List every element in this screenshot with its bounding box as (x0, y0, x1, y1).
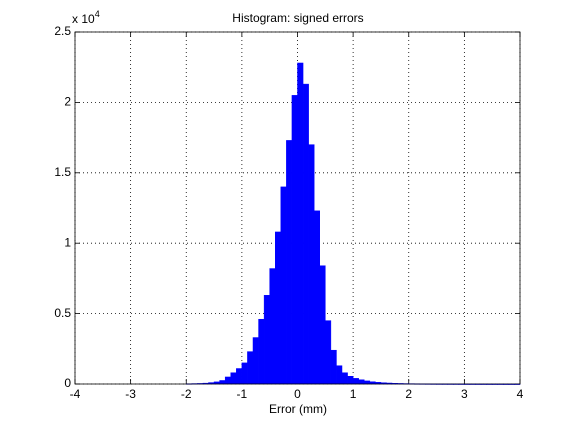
y-tick-label: 0.5 (54, 306, 71, 320)
histogram-bar (341, 372, 348, 385)
y-multiplier: x 104 (72, 9, 100, 26)
y-tick-label: 1 (64, 235, 71, 249)
histogram-bar (347, 376, 354, 385)
histogram-bar (286, 140, 293, 385)
chart-title: Histogram: signed errors (232, 11, 363, 25)
x-tick-label: 0 (294, 387, 301, 401)
histogram-bar (325, 320, 332, 385)
x-tick-label: 1 (350, 387, 357, 401)
x-tick-label: -4 (70, 387, 81, 401)
y-multiplier-base: x 10 (72, 12, 95, 26)
x-axis-label: Error (mm) (269, 402, 327, 416)
x-tick-label: 2 (405, 387, 412, 401)
histogram-bar (364, 380, 371, 385)
histogram-bar (263, 295, 270, 385)
histogram-bar (308, 144, 315, 385)
y-multiplier-exponent: 4 (95, 9, 100, 19)
histogram-bar (319, 265, 326, 385)
histogram-bar (358, 379, 365, 385)
histogram-bar (297, 62, 304, 385)
histogram-bar (275, 231, 282, 385)
histogram-bar (269, 268, 276, 385)
x-tick-label: -1 (237, 387, 248, 401)
histogram-bar (236, 368, 243, 385)
x-tick-label: 4 (517, 387, 524, 401)
y-tick-label: 0 (64, 376, 71, 390)
histogram-bar (247, 351, 254, 385)
histogram-bar (336, 365, 343, 385)
y-tick-label: 2.5 (54, 24, 71, 38)
histogram-bar (224, 376, 231, 385)
histogram-bar (313, 210, 320, 385)
x-tick-label: 3 (461, 387, 468, 401)
axes-frame (74, 31, 521, 385)
histogram-bar (258, 318, 265, 385)
histogram-bar (280, 186, 287, 385)
histogram-bar (330, 349, 337, 385)
histogram-bar (230, 372, 237, 385)
histogram-bar (252, 337, 259, 385)
x-tick-label: -2 (181, 387, 192, 401)
histogram-bar (291, 95, 298, 385)
y-tick-label: 2 (64, 95, 71, 109)
histogram-bar (219, 380, 226, 385)
histogram-bar (241, 362, 248, 385)
histogram-bar (302, 83, 309, 385)
y-tick-label: 1.5 (54, 165, 71, 179)
x-tick-label: -3 (125, 387, 136, 401)
histogram-bar (352, 378, 359, 385)
